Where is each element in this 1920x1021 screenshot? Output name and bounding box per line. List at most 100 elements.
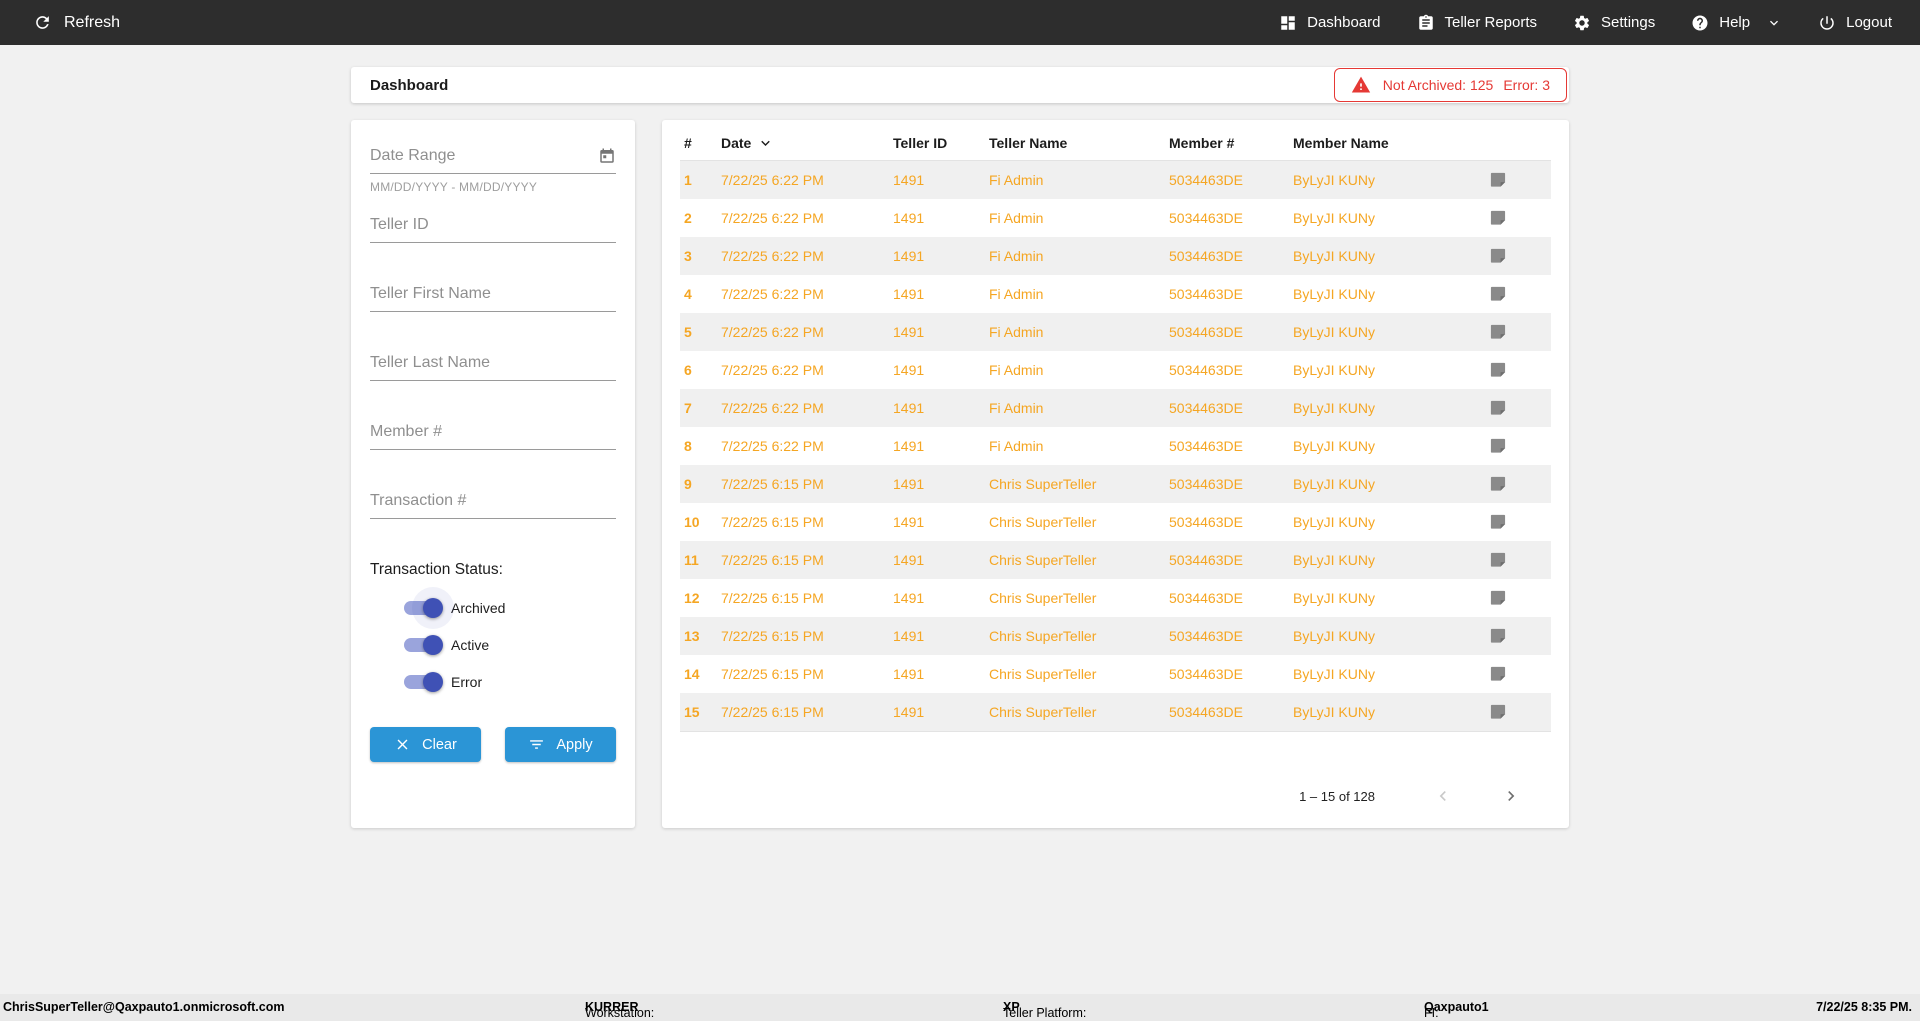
table-row[interactable]: 13 7/22/25 6:15 PM 1491 Chris SuperTeller 50… [680, 617, 1551, 655]
clear-button[interactable]: Clear [370, 727, 481, 762]
note-icon[interactable] [1488, 664, 1551, 684]
status-alert-badge[interactable]: Not Archived: 125 Error: 3 [1333, 68, 1567, 102]
cell-num: 6 [684, 362, 692, 378]
col-header-member-num[interactable]: Member # [1169, 135, 1235, 151]
cell-num: 8 [684, 438, 692, 454]
date-range-field[interactable]: Date Range MM/DD/YYYY - MM/DD/YYYY [370, 147, 616, 194]
cell-tid: 1491 [893, 628, 925, 644]
table-row[interactable]: 9 7/22/25 6:15 PM 1491 Chris SuperTeller 503… [680, 465, 1551, 503]
transaction-number-field[interactable]: Transaction # [370, 492, 616, 519]
filter-icon [528, 736, 545, 753]
nav-item-settings[interactable]: Settings [1573, 14, 1655, 32]
cell-mnum: 5034463DE [1169, 172, 1243, 188]
table-row[interactable]: 11 7/22/25 6:15 PM 1491 Chris SuperTeller 50… [680, 541, 1551, 579]
table-row[interactable]: 5 7/22/25 6:22 PM 1491 Fi Admin 5034463DE ByL… [680, 313, 1551, 351]
nav-item-logout[interactable]: Logout [1818, 14, 1892, 32]
note-icon[interactable] [1488, 170, 1551, 190]
cell-num: 13 [684, 628, 700, 644]
note-icon[interactable] [1488, 588, 1551, 608]
note-icon[interactable] [1488, 284, 1551, 304]
status-datetime: 7/22/25 8:35 PM. [1816, 1000, 1912, 1014]
active-toggle[interactable] [404, 635, 443, 655]
cell-num: 4 [684, 286, 692, 302]
table-row[interactable]: 7 7/22/25 6:22 PM 1491 Fi Admin 5034463DE ByL… [680, 389, 1551, 427]
top-nav: Refresh Dashboard Teller Reports Setting… [0, 0, 1920, 45]
col-header-teller-name[interactable]: Teller Name [989, 135, 1068, 151]
table-row[interactable]: 2 7/22/25 6:22 PM 1491 Fi Admin 5034463DE ByL… [680, 199, 1551, 237]
cell-mname: ByLyJI KUNy [1293, 704, 1375, 720]
next-page-button[interactable] [1499, 784, 1523, 808]
table-row[interactable]: 3 7/22/25 6:22 PM 1491 Fi Admin 5034463DE ByL… [680, 237, 1551, 275]
cell-mnum: 5034463DE [1169, 552, 1243, 568]
filter-sidebar: Date Range MM/DD/YYYY - MM/DD/YYYY Telle… [351, 120, 635, 828]
note-icon[interactable] [1488, 436, 1551, 456]
table-row[interactable]: 10 7/22/25 6:15 PM 1491 Chris SuperTeller 50… [680, 503, 1551, 541]
toggle-row-archived: Archived [404, 587, 616, 629]
table-row[interactable]: 8 7/22/25 6:22 PM 1491 Fi Admin 5034463DE ByL… [680, 427, 1551, 465]
col-header-date[interactable]: Date [721, 135, 893, 152]
cell-tname: Chris SuperTeller [989, 590, 1097, 606]
previous-page-button[interactable] [1431, 784, 1455, 808]
page-header: Dashboard Not Archived: 125 Error: 3 [351, 67, 1569, 103]
note-icon[interactable] [1488, 398, 1551, 418]
cell-tid: 1491 [893, 210, 925, 226]
cell-mnum: 5034463DE [1169, 324, 1243, 340]
note-icon[interactable] [1488, 360, 1551, 380]
cell-num: 10 [684, 514, 700, 530]
cell-tname: Chris SuperTeller [989, 704, 1097, 720]
note-icon[interactable] [1488, 512, 1551, 532]
nav-item-dashboard[interactable]: Dashboard [1279, 14, 1381, 32]
calendar-icon[interactable] [598, 147, 616, 165]
cell-mnum: 5034463DE [1169, 628, 1243, 644]
transaction-status-label: Transaction Status: [370, 561, 503, 578]
cell-tid: 1491 [893, 362, 925, 378]
table-row[interactable]: 1 7/22/25 6:22 PM 1491 Fi Admin 5034463DE ByL… [680, 161, 1551, 199]
cell-tid: 1491 [893, 590, 925, 606]
col-header-member-name[interactable]: Member Name [1293, 135, 1389, 151]
teller-first-name-field[interactable]: Teller First Name [370, 285, 616, 312]
apply-button[interactable]: Apply [505, 727, 616, 762]
refresh-button[interactable]: Refresh [33, 13, 120, 32]
note-icon[interactable] [1488, 246, 1551, 266]
cell-tid: 1491 [893, 666, 925, 682]
nav-item-help[interactable]: Help [1691, 14, 1782, 32]
cell-date: 7/22/25 6:22 PM [721, 286, 824, 302]
note-icon[interactable] [1488, 550, 1551, 570]
note-icon[interactable] [1488, 322, 1551, 342]
archived-toggle[interactable] [404, 587, 454, 629]
cell-mname: ByLyJI KUNy [1293, 628, 1375, 644]
transactions-panel: # Date Teller ID Teller Name Member # Me… [662, 120, 1569, 828]
error-toggle[interactable] [404, 672, 443, 692]
refresh-label: Refresh [64, 13, 121, 31]
table-row[interactable]: 12 7/22/25 6:15 PM 1491 Chris SuperTeller 50… [680, 579, 1551, 617]
cell-mnum: 5034463DE [1169, 704, 1243, 720]
note-icon[interactable] [1488, 626, 1551, 646]
table-row[interactable]: 14 7/22/25 6:15 PM 1491 Chris SuperTeller 50… [680, 655, 1551, 693]
member-number-field[interactable]: Member # [370, 423, 616, 450]
note-icon[interactable] [1488, 208, 1551, 228]
cell-mname: ByLyJI KUNy [1293, 324, 1375, 340]
col-header-num[interactable]: # [684, 135, 692, 151]
table-row[interactable]: 4 7/22/25 6:22 PM 1491 Fi Admin 5034463DE ByL… [680, 275, 1551, 313]
cell-tname: Fi Admin [989, 438, 1044, 454]
col-header-teller-id[interactable]: Teller ID [893, 135, 948, 151]
teller-last-name-field[interactable]: Teller Last Name [370, 354, 616, 381]
cell-num: 3 [684, 248, 692, 264]
nav-label-logout: Logout [1846, 14, 1892, 31]
cell-num: 7 [684, 400, 692, 416]
nav-label-teller-reports: Teller Reports [1444, 14, 1538, 31]
nav-item-teller-reports[interactable]: Teller Reports [1417, 14, 1538, 32]
note-icon[interactable] [1488, 474, 1551, 494]
cell-date: 7/22/25 6:22 PM [721, 172, 824, 188]
cell-mname: ByLyJI KUNy [1293, 362, 1375, 378]
teller-id-field[interactable]: Teller ID [370, 216, 616, 243]
cell-num: 11 [684, 552, 699, 568]
not-archived-count: Not Archived: 125 [1382, 77, 1494, 93]
table-row[interactable]: 6 7/22/25 6:22 PM 1491 Fi Admin 5034463DE ByL… [680, 351, 1551, 389]
teller-last-name-label: Teller Last Name [370, 354, 491, 371]
nav-label-dashboard: Dashboard [1307, 14, 1381, 31]
table-row[interactable]: 15 7/22/25 6:15 PM 1491 Chris SuperTeller 50… [680, 693, 1551, 731]
note-icon[interactable] [1488, 702, 1551, 722]
cell-mnum: 5034463DE [1169, 666, 1243, 682]
cell-tname: Fi Admin [989, 210, 1044, 226]
